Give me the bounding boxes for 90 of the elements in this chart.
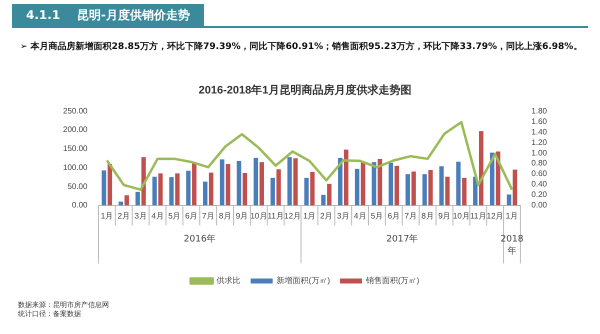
legend-label: 销售面积(万㎡) (365, 276, 420, 286)
bar (152, 176, 157, 206)
bar (108, 164, 112, 206)
y-tick-label: 200.00 (63, 125, 88, 134)
x-tick-label: 12月 (486, 211, 504, 220)
bar (203, 182, 208, 206)
bar (456, 162, 461, 206)
x-tick-label: 9月 (438, 211, 451, 220)
x-tick-label: 10月 (452, 211, 470, 220)
x-tick-label: 7月 (404, 211, 417, 220)
x-tick-label: 4月 (354, 211, 366, 220)
text: ➢ 本月商品房新增面积28.85万方，环比下降79.39%，同比下降60.91%；销售面积95.23万方，环比下降33.79%，同比上涨6.98%。 (20, 40, 584, 54)
x-tick-label: 3月 (336, 211, 350, 220)
y2-tick-label: 1.00 (531, 148, 548, 158)
x-tick-label: 6月 (185, 211, 198, 220)
x-tick-label: 10月 (250, 211, 268, 220)
y2-tick-label: 1.60 (531, 116, 548, 126)
bar (338, 158, 342, 206)
bar (478, 131, 484, 206)
bar (327, 184, 332, 206)
text: 2017年 (386, 234, 418, 245)
bar (192, 163, 196, 206)
x-tick-label: 9月 (236, 211, 248, 220)
legend-label: 新增面积(万㎡) (276, 276, 330, 286)
y-tick-label: 100.00 (63, 162, 88, 172)
y2-tick-label: 0.80 (531, 158, 548, 168)
x-tick-label: 6月 (388, 211, 400, 220)
x-tick-label: 5月 (370, 211, 384, 220)
text: 2016年 (184, 234, 216, 245)
bar (422, 174, 427, 206)
x-tick-label: 1月 (506, 211, 518, 220)
bar (220, 159, 224, 206)
x-tick-label: 4月 (151, 211, 164, 220)
bar (254, 158, 258, 206)
bar (406, 174, 410, 206)
y2-tick-label: 1.80 (531, 106, 548, 116)
bar (310, 172, 315, 206)
x-tick-label: 2月 (118, 211, 130, 220)
x-tick-label: 11月 (268, 211, 284, 220)
y-tick-label: 50.00 (67, 182, 88, 191)
legend-label: 供求比 (216, 276, 241, 286)
y2-tick-label: 1.20 (531, 138, 548, 147)
y2-tick-label: 0.40 (531, 180, 548, 189)
x-tick-label: 5月 (168, 211, 181, 220)
x-tick-label: 1月 (100, 211, 114, 220)
bar (321, 194, 326, 206)
bar (439, 166, 444, 206)
bar (445, 176, 450, 206)
x-tick-label: 3月 (134, 211, 147, 220)
y-tick-label: 250.00 (63, 106, 88, 116)
bar (135, 192, 140, 206)
text: 4.1.1 昆明-月度供销价走势 (12, 4, 204, 26)
bar (186, 170, 191, 206)
y2-tick-label: 0.60 (531, 169, 548, 178)
bar (124, 195, 129, 206)
x-tick-label: 12月 (284, 211, 302, 220)
bar (276, 169, 281, 206)
bar (388, 162, 394, 206)
text: 2018年 (500, 234, 524, 257)
bar (462, 178, 467, 206)
bar (428, 170, 433, 206)
bar (360, 161, 366, 206)
x-tick-label: 1月 (303, 211, 316, 220)
x-tick-label: 2月 (320, 211, 333, 220)
bar (102, 170, 106, 206)
bar (354, 168, 360, 206)
x-tick-label: 8月 (218, 211, 232, 220)
bar (208, 172, 214, 206)
bar (287, 157, 292, 206)
x-tick-label: 8月 (421, 211, 434, 220)
bar (270, 178, 275, 206)
bar (344, 150, 348, 206)
y2-tick-label: 0.20 (531, 190, 548, 200)
bar (411, 171, 416, 206)
bar (242, 172, 248, 206)
y2-tick-label: 0.00 (531, 200, 548, 210)
chart-title: 2016-2018年1月昆明商品房月度供求走势图 (198, 84, 412, 97)
bar (260, 162, 264, 206)
bar (512, 170, 518, 206)
bar (118, 202, 124, 206)
y2-tick-label: 1.40 (531, 127, 548, 136)
x-tick-label: 7月 (202, 211, 214, 220)
y-tick-label: 0.00 (72, 200, 88, 210)
bar (490, 152, 494, 206)
bar (378, 159, 382, 206)
bar (394, 166, 400, 206)
bar (175, 173, 180, 206)
bar (506, 194, 512, 206)
x-tick-label: 11月 (470, 211, 486, 220)
y-tick-label: 150.00 (63, 144, 88, 154)
